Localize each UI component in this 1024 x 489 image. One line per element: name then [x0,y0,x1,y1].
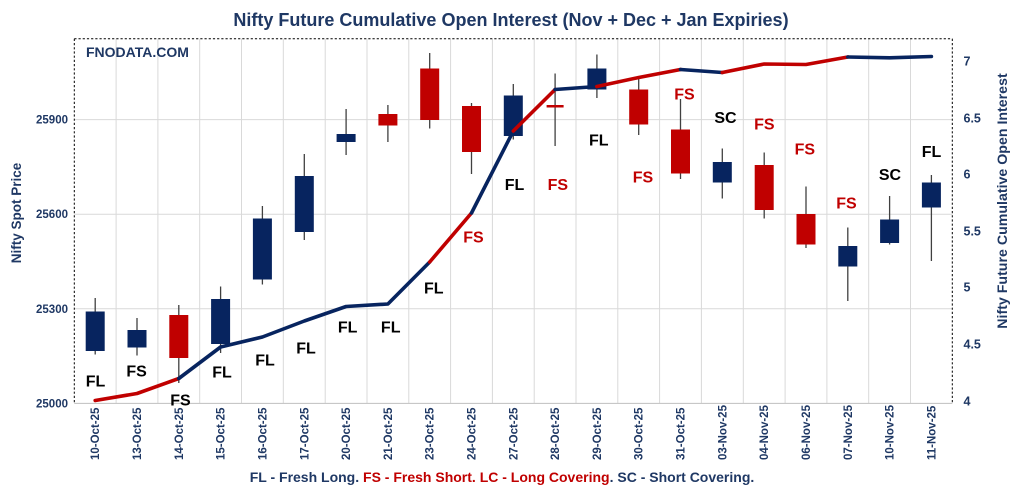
svg-text:25900: 25900 [36,115,68,127]
svg-text:5: 5 [964,281,971,295]
svg-text:FL: FL [381,320,401,337]
svg-text:5.5: 5.5 [964,225,981,239]
svg-text:FL: FL [589,133,609,150]
svg-text:FL: FL [338,320,358,337]
svg-text:Nifty Spot Price: Nifty Spot Price [9,162,24,263]
svg-text:30-Oct-25: 30-Oct-25 [634,407,646,460]
svg-text:13-Oct-25: 13-Oct-25 [132,407,144,460]
svg-text:07-Nov-25: 07-Nov-25 [843,404,855,460]
svg-text:25300: 25300 [36,304,68,316]
svg-text:04-Nov-25: 04-Nov-25 [759,404,771,460]
svg-text:4: 4 [964,395,971,409]
svg-text:FL: FL [922,144,942,161]
svg-text:FL: FL [255,353,275,370]
svg-text:FS: FS [836,196,857,213]
svg-text:7: 7 [964,55,971,69]
svg-text:4.5: 4.5 [964,338,981,352]
svg-text:20-Oct-25: 20-Oct-25 [341,407,353,460]
svg-text:FL: FL [212,365,232,382]
svg-text:14-Oct-25: 14-Oct-25 [174,407,186,460]
svg-text:10-Oct-25: 10-Oct-25 [90,407,102,460]
svg-text:FL: FL [86,374,106,391]
svg-text:24-Oct-25: 24-Oct-25 [467,407,479,460]
svg-text:Nifty Future Cumulative Open I: Nifty Future Cumulative Open Interest [995,73,1011,329]
svg-text:SC: SC [879,167,902,184]
svg-text:FL: FL [424,281,444,298]
svg-text:Nifty Future Cumulative Open I: Nifty Future Cumulative Open Interest (N… [233,10,788,30]
svg-text:SC: SC [714,110,737,127]
svg-text:FS: FS [548,177,569,194]
svg-text:FS: FS [126,364,147,381]
svg-text:10-Nov-25: 10-Nov-25 [885,404,897,460]
svg-text:28-Oct-25: 28-Oct-25 [550,407,562,460]
svg-text:27-Oct-25: 27-Oct-25 [508,407,520,460]
svg-text:FL - Fresh Long. FS - Fresh Sh: FL - Fresh Long. FS - Fresh Short. LC - … [250,469,755,485]
svg-text:FS: FS [754,117,775,134]
svg-text:03-Nov-25: 03-Nov-25 [717,404,729,460]
svg-text:6: 6 [964,168,971,182]
svg-text:16-Oct-25: 16-Oct-25 [257,407,269,460]
svg-text:29-Oct-25: 29-Oct-25 [592,407,604,460]
svg-text:FS: FS [463,230,484,247]
svg-text:06-Nov-25: 06-Nov-25 [801,404,813,460]
svg-text:FS: FS [633,170,654,187]
svg-text:23-Oct-25: 23-Oct-25 [425,407,437,460]
svg-text:6.5: 6.5 [964,112,981,126]
svg-text:25600: 25600 [36,209,68,221]
svg-text:11-Nov-25: 11-Nov-25 [926,405,938,460]
svg-text:FL: FL [505,177,525,194]
svg-text:FS: FS [795,142,816,159]
svg-text:FS: FS [674,87,695,104]
svg-text:31-Oct-25: 31-Oct-25 [676,407,688,460]
svg-text:FS: FS [170,393,191,410]
svg-text:17-Oct-25: 17-Oct-25 [299,407,311,460]
svg-text:FNODATA.COM: FNODATA.COM [86,44,189,60]
svg-text:25000: 25000 [36,398,68,410]
svg-text:FL: FL [296,341,316,358]
svg-text:15-Oct-25: 15-Oct-25 [216,407,228,460]
svg-text:21-Oct-25: 21-Oct-25 [383,407,395,460]
